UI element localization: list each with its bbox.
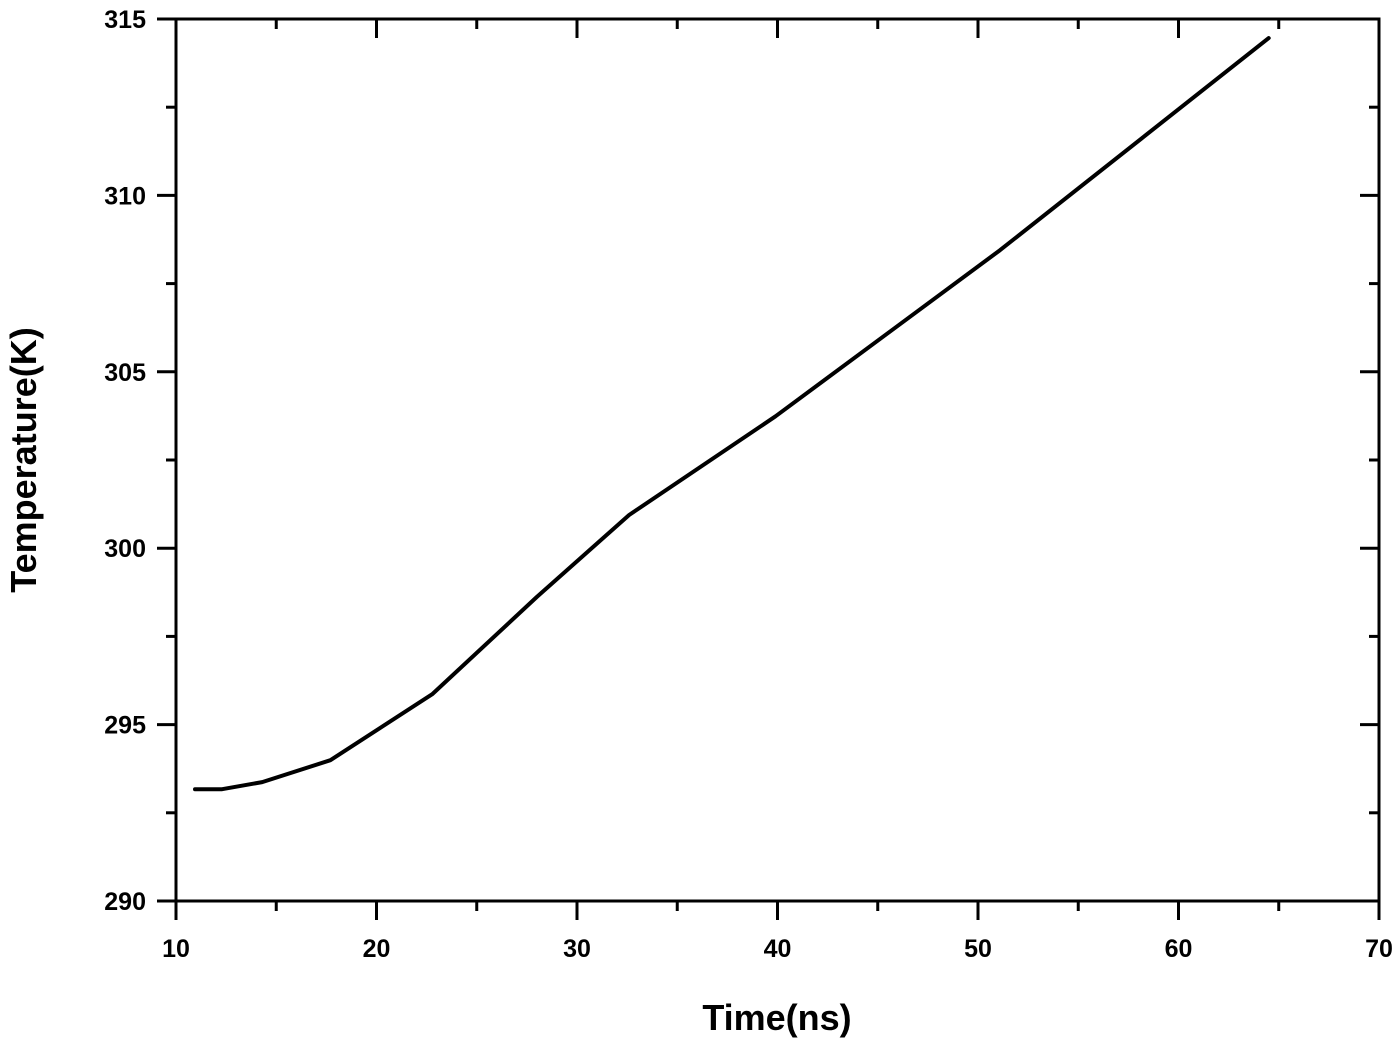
x-tick-label: 30 — [563, 935, 591, 963]
x-tick-label: 70 — [1365, 935, 1393, 963]
y-tick-label: 300 — [104, 535, 146, 563]
y-tick-label: 315 — [104, 6, 146, 34]
x-tick-label: 50 — [964, 935, 992, 963]
tick-labels: 10 20 30 40 50 60 70 290 295 300 305 310 315 — [104, 6, 1393, 963]
x-tick-label: 40 — [764, 935, 792, 963]
y-tick-label: 305 — [104, 359, 146, 387]
y-axis-title: Temperature(K) — [3, 327, 44, 592]
temperature-series-line — [193, 36, 1271, 792]
x-tick-label: 10 — [162, 935, 190, 963]
x-tick-label: 20 — [363, 935, 391, 963]
y-tick-label: 290 — [104, 888, 146, 916]
x-tick-label: 60 — [1165, 935, 1193, 963]
y-tick-label: 295 — [104, 712, 146, 740]
plot-frame — [174, 17, 1381, 903]
x-axis-title: Time(ns) — [702, 997, 851, 1038]
y-tick-label: 310 — [104, 182, 146, 210]
axis-ticks — [157, 17, 1381, 920]
